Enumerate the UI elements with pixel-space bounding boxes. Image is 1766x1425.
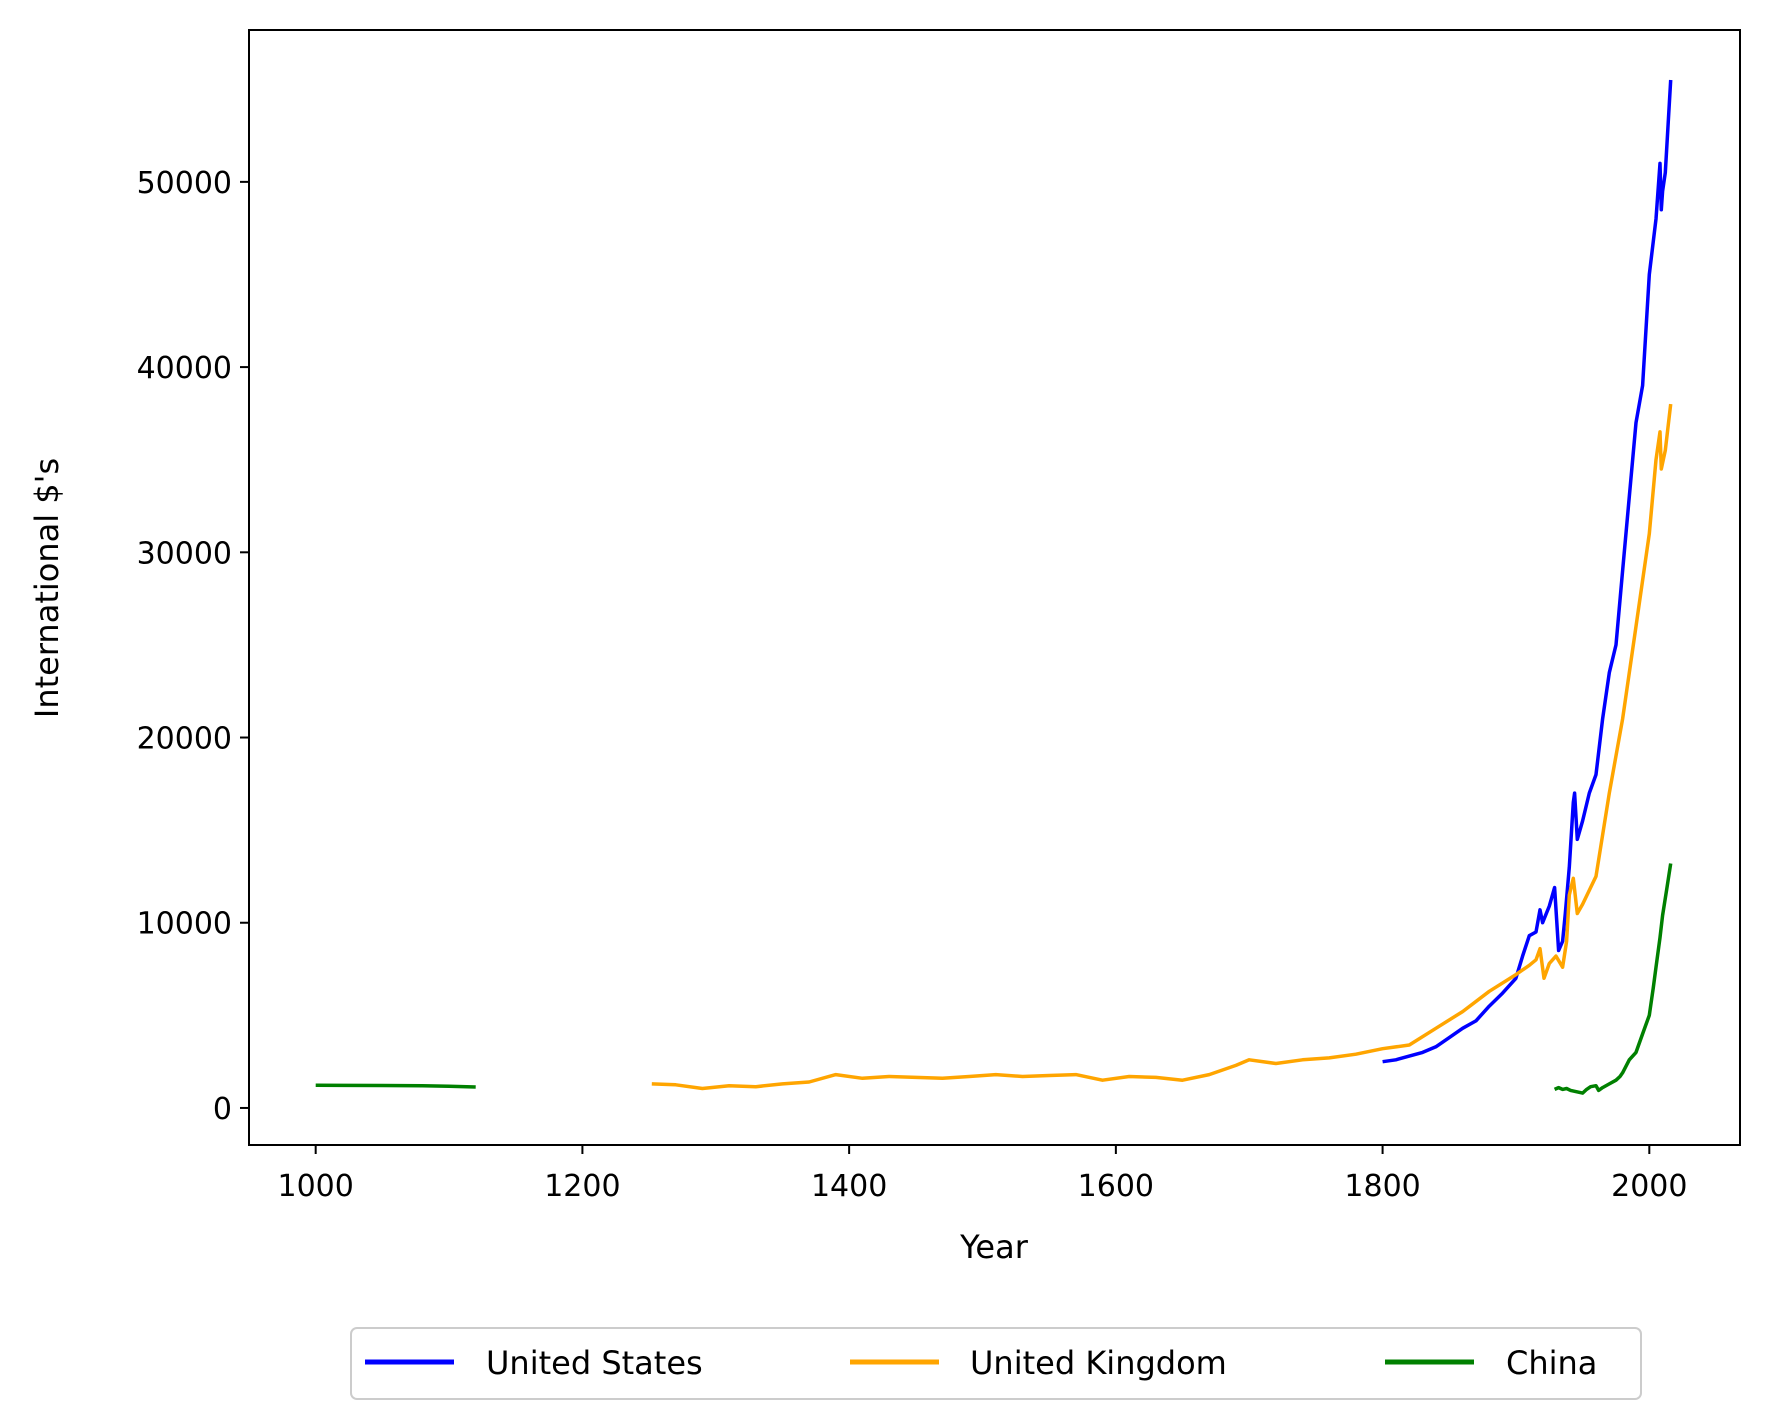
x-axis-label: Year	[959, 1228, 1029, 1266]
legend-label: China	[1506, 1344, 1597, 1382]
series-line-china-segment-2	[1553, 863, 1673, 1095]
y-tick-label: 30000	[137, 536, 232, 571]
x-tick-label: 1600	[1078, 1169, 1154, 1204]
series-line-united-states	[1382, 79, 1673, 1064]
x-tick-label: 2000	[1611, 1169, 1687, 1204]
x-tick-label: 1200	[544, 1169, 620, 1204]
legend-label: United States	[486, 1344, 703, 1382]
y-tick-label: 0	[213, 1092, 232, 1127]
legend: United States United Kingdom China	[350, 1327, 1642, 1400]
x-tick-label: 1000	[278, 1169, 354, 1204]
x-tick-label: 1800	[1344, 1169, 1420, 1204]
y-axis: 0 10000 20000 30000 40000 50000	[137, 166, 249, 1127]
y-tick-label: 40000	[137, 351, 232, 386]
y-axis-label: International $'s	[28, 458, 66, 718]
series-line-china	[315, 1083, 476, 1089]
y-tick-label: 20000	[137, 722, 232, 757]
plot-frame	[248, 29, 1741, 1146]
y-tick-label: 50000	[137, 166, 232, 201]
series-line-united-kingdom	[651, 403, 1673, 1091]
x-axis: 1000 1200 1400 1600 1800 2000	[278, 1145, 1687, 1204]
y-tick-label: 10000	[137, 907, 232, 942]
x-tick-label: 1400	[811, 1169, 887, 1204]
legend-label: United Kingdom	[970, 1344, 1227, 1382]
legend-box	[350, 1327, 1642, 1400]
series-lines	[315, 79, 1673, 1095]
